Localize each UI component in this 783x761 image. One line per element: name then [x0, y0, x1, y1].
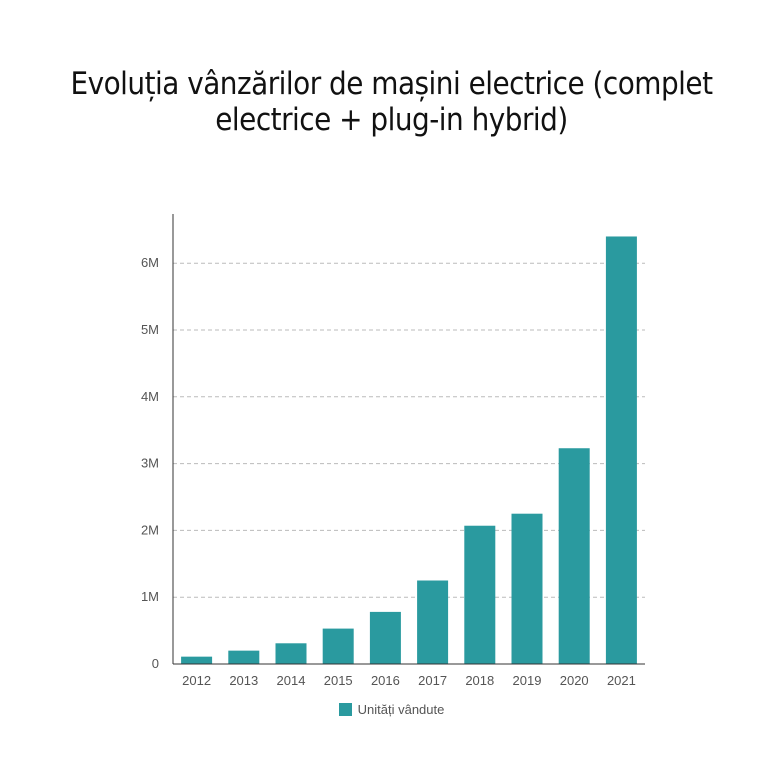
- legend-swatch: [338, 703, 352, 716]
- y-tick-label: 3M: [141, 456, 159, 471]
- legend-label: Unități vândute: [357, 702, 445, 717]
- x-tick-label: 2020: [560, 673, 589, 688]
- bar-2021: [605, 236, 637, 665]
- y-tick-label: 0: [152, 656, 159, 671]
- chart-title: Evoluția vânzărilor de mașini electrice …: [70, 66, 713, 138]
- bar-2013: [228, 650, 260, 664]
- y-tick-label: 5M: [141, 322, 159, 337]
- y-tick-label: 4M: [141, 389, 159, 404]
- y-tick-label: 6M: [141, 255, 159, 270]
- y-tick-label: 1M: [141, 589, 159, 604]
- x-axis-ticks: 2012 2013 2014 2015 2016 2017 2018 2019 2020 2021: [182, 673, 636, 688]
- bar-2014: [275, 643, 307, 664]
- bar-2016: [369, 611, 401, 664]
- bar-2015: [322, 628, 354, 664]
- x-tick-label: 2013: [229, 673, 258, 688]
- bar-2017: [417, 580, 449, 664]
- y-axis-ticks: 0 1M 2M 3M 4M 5M 6M: [141, 255, 159, 671]
- x-tick-label: 2019: [513, 673, 542, 688]
- x-tick-label: 2021: [607, 673, 636, 688]
- bar-2020: [558, 448, 590, 664]
- x-tick-label: 2012: [182, 673, 211, 688]
- y-tick-label: 2M: [141, 522, 159, 537]
- x-tick-label: 2018: [465, 673, 494, 688]
- bar-2012: [181, 656, 213, 664]
- x-tick-label: 2015: [324, 673, 353, 688]
- x-tick-label: 2014: [277, 673, 306, 688]
- bar-2018: [464, 525, 496, 664]
- x-tick-label: 2017: [418, 673, 447, 688]
- bar-2019: [511, 513, 543, 664]
- x-tick-label: 2016: [371, 673, 400, 688]
- bars: [181, 236, 637, 665]
- legend: Unități vândute: [0, 702, 783, 717]
